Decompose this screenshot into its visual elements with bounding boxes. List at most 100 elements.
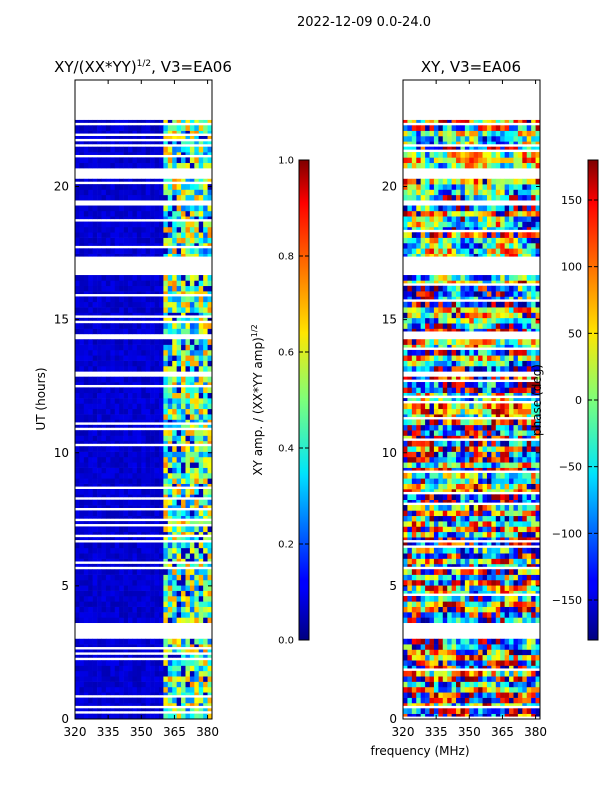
phase-cell bbox=[517, 569, 523, 575]
amplitude-cell bbox=[123, 537, 129, 541]
phase-cell bbox=[407, 526, 413, 533]
phase-cell bbox=[513, 681, 519, 688]
phase-cell bbox=[495, 499, 501, 503]
amplitude-cell bbox=[163, 146, 169, 153]
amplitude-cell bbox=[172, 526, 177, 533]
amplitude-cell bbox=[83, 307, 89, 313]
phase-cell bbox=[442, 505, 448, 511]
amplitude-cell bbox=[119, 194, 124, 201]
amplitude-cell bbox=[83, 135, 89, 139]
amplitude-cell bbox=[189, 617, 195, 624]
amplitude-cell bbox=[105, 301, 111, 308]
amplitude-cell bbox=[132, 467, 138, 474]
amplitude-cell bbox=[75, 248, 80, 254]
phase-cell bbox=[411, 649, 417, 656]
amplitude-cell bbox=[79, 440, 85, 444]
phase-cell bbox=[407, 392, 413, 396]
phase-cell bbox=[522, 601, 528, 607]
phase-cell bbox=[504, 612, 510, 618]
phase-cell bbox=[509, 713, 514, 717]
amplitude-cell bbox=[189, 398, 195, 404]
phase-cell bbox=[504, 563, 510, 567]
phase-cell bbox=[416, 467, 421, 471]
amplitude-cell bbox=[75, 526, 80, 533]
amplitude-cell bbox=[181, 392, 186, 399]
amplitude-cell bbox=[97, 280, 102, 287]
phase-cell bbox=[535, 654, 540, 661]
amplitude-cell bbox=[203, 446, 208, 452]
amplitude-cell bbox=[176, 419, 182, 423]
amplitude-cell bbox=[101, 569, 107, 575]
amplitude-cell bbox=[194, 317, 200, 321]
amplitude-cell bbox=[163, 178, 169, 182]
amplitude-cell bbox=[194, 194, 200, 201]
phase-cell bbox=[517, 398, 523, 402]
phase-cell bbox=[442, 649, 448, 656]
phase-cell bbox=[442, 531, 448, 538]
amplitude-cell bbox=[172, 665, 177, 672]
phase-cell bbox=[473, 590, 479, 594]
phase-cell bbox=[491, 382, 497, 388]
phase-cell bbox=[526, 531, 532, 538]
phase-cell bbox=[509, 702, 514, 706]
amplitude-cell bbox=[150, 382, 155, 385]
amplitude-cell bbox=[194, 285, 200, 292]
amplitude-cell bbox=[185, 392, 191, 399]
amplitude-cell bbox=[123, 216, 129, 220]
amplitude-cell bbox=[92, 612, 98, 618]
phase-cell bbox=[425, 638, 430, 645]
amplitude-cell bbox=[207, 601, 212, 607]
phase-cell bbox=[517, 414, 523, 418]
phase-cell bbox=[425, 392, 430, 396]
amplitude-cell bbox=[150, 312, 155, 316]
amplitude-cell bbox=[114, 398, 120, 404]
amplitude-cell bbox=[154, 339, 160, 345]
amplitude-cell bbox=[198, 189, 204, 196]
phase-cell bbox=[531, 697, 536, 704]
amplitude-cell bbox=[176, 226, 182, 233]
phase-cell bbox=[535, 478, 540, 484]
phase-cell bbox=[522, 681, 528, 688]
phase-cell bbox=[469, 713, 475, 717]
amplitude-cell bbox=[181, 414, 186, 420]
amplitude-cell bbox=[194, 654, 200, 658]
amplitude-cell bbox=[185, 414, 191, 420]
amplitude-cell bbox=[154, 301, 160, 308]
amplitude-cell bbox=[79, 478, 85, 484]
amplitude-cell bbox=[79, 119, 85, 123]
phase-cell bbox=[469, 579, 475, 586]
phase-cell bbox=[517, 579, 523, 586]
phase-cell bbox=[500, 499, 505, 503]
amplitude-cell bbox=[203, 253, 208, 257]
phase-cell bbox=[456, 713, 461, 717]
amplitude-cell bbox=[158, 478, 164, 484]
phase-cell bbox=[460, 617, 466, 624]
phase-cell bbox=[425, 515, 430, 522]
amplitude-cell bbox=[181, 312, 186, 316]
amplitude-cell bbox=[198, 670, 204, 677]
phase-cell bbox=[429, 579, 435, 586]
phase-cell bbox=[531, 686, 536, 693]
phase-cell bbox=[442, 654, 448, 661]
amplitude-cell bbox=[136, 686, 142, 693]
phase-cell bbox=[531, 606, 536, 613]
amplitude-cell bbox=[132, 291, 138, 295]
amplitude-cell bbox=[123, 569, 129, 575]
amplitude-cell bbox=[154, 558, 160, 562]
amplitude-cell bbox=[79, 563, 85, 567]
amplitude-cell bbox=[150, 398, 155, 404]
phase-cell bbox=[425, 644, 430, 650]
amplitude-cell bbox=[132, 184, 138, 190]
amplitude-cell bbox=[123, 403, 129, 410]
phase-cell bbox=[531, 494, 536, 501]
amplitude-cell bbox=[83, 489, 89, 495]
phase-cell bbox=[482, 472, 488, 479]
amplitude-cell bbox=[83, 456, 89, 463]
amplitude-cell bbox=[128, 280, 133, 287]
amplitude-cell bbox=[123, 558, 129, 562]
amplitude-cell bbox=[172, 253, 177, 257]
phase-cell bbox=[411, 414, 417, 418]
phase-cell bbox=[535, 574, 540, 581]
amplitude-cell bbox=[75, 152, 80, 155]
phase-cell bbox=[403, 708, 408, 714]
